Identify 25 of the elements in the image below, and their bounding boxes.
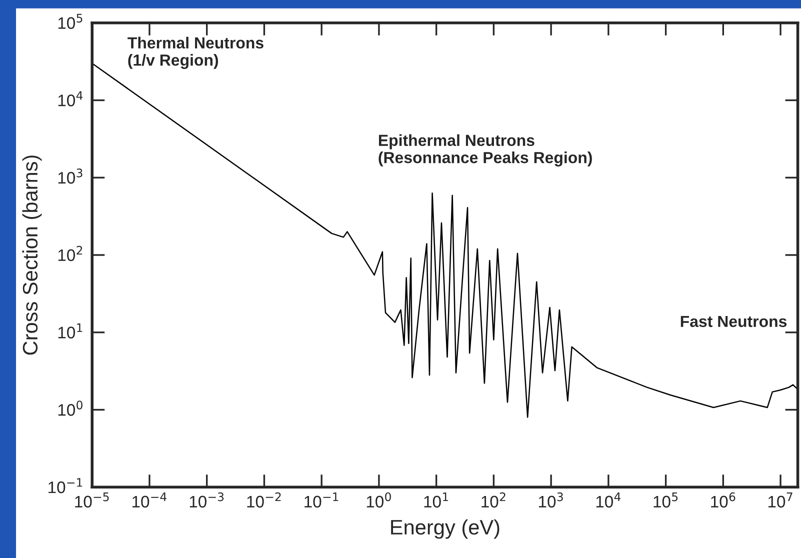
y-tick-label: 10$^{2}$ [58, 246, 82, 262]
y-tick-label: 10$^{3}$ [58, 168, 82, 184]
x-tick-label: 10$^{−2}$ [247, 492, 281, 508]
annotation: Epithermal Neutrons (Resonnance Peaks Region) [378, 134, 592, 166]
y-tick-label: 10$^{5}$ [58, 14, 82, 29]
x-tick-label: 10$^{4}$ [596, 492, 621, 508]
x-tick-label: 10$^{−3}$ [190, 492, 224, 508]
x-tick-label: 10$^{3}$ [538, 492, 563, 508]
y-tick-label: 10$^{−1}$ [48, 478, 82, 494]
y-tick-label: 10$^{0}$ [58, 400, 82, 416]
x-tick-label: 10$^{−4}$ [132, 492, 166, 508]
x-tick-label: 10$^{0}$ [366, 492, 391, 508]
annotation: Fast Neutrons [680, 316, 787, 328]
y-axis-title: Cross Section (barns) [22, 156, 42, 355]
x-tick-label: 10$^{1}$ [424, 492, 448, 508]
x-tick-label: 10$^{5}$ [654, 492, 678, 508]
x-tick-label: 10$^{6}$ [711, 492, 736, 508]
annotation: Thermal Neutrons (1/v Region) [128, 36, 264, 69]
x-tick-label: 10$^{7}$ [768, 492, 792, 508]
y-tick-label: 10$^{1}$ [58, 323, 82, 338]
x-tick-label: 10$^{−1}$ [304, 492, 338, 508]
x-tick-label: 10$^{−5}$ [75, 492, 109, 508]
y-tick-label: 10$^{4}$ [58, 91, 83, 106]
x-axis-title: Energy (eV) [391, 519, 500, 539]
x-tick-label: 10$^{2}$ [482, 492, 506, 508]
